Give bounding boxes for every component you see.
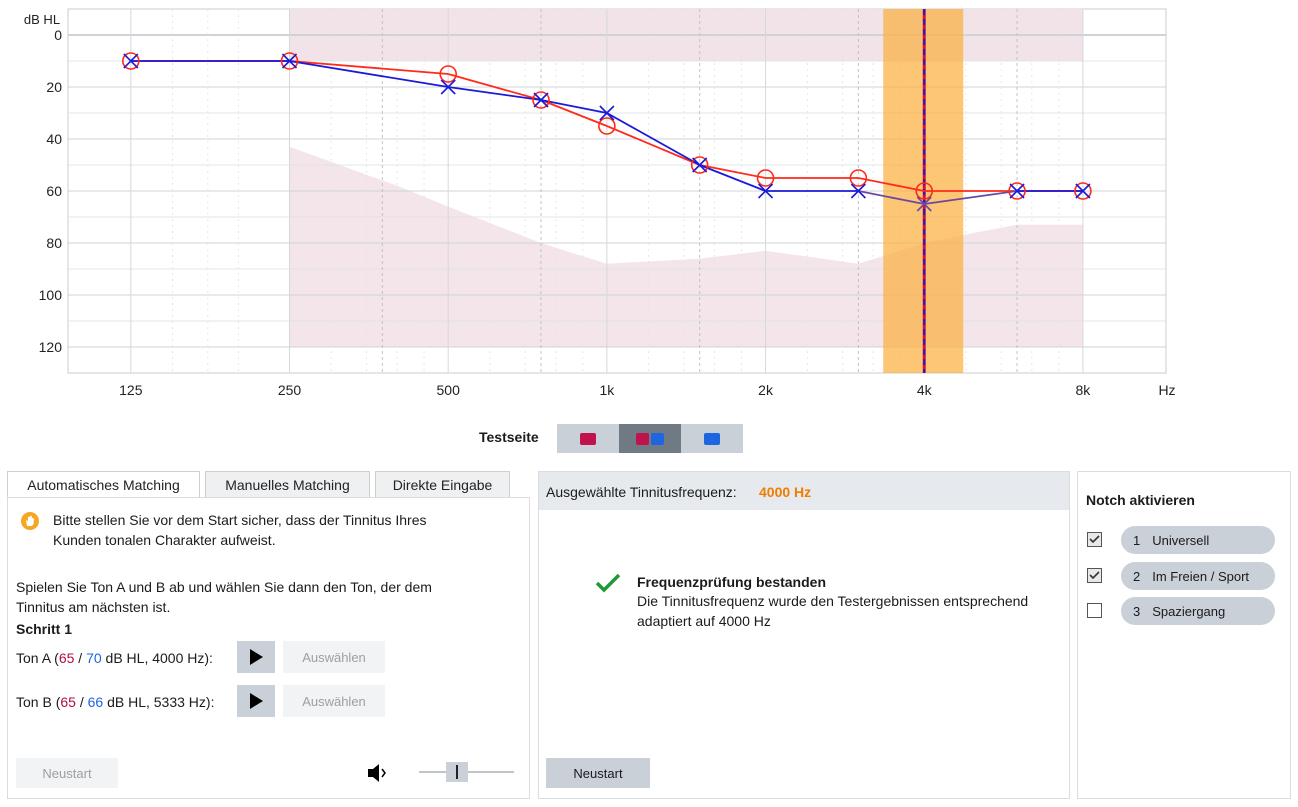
testseite-left-button[interactable] [557,424,619,453]
audiogram-chart[interactable]: dB HL0 20 40 60 80 100 120 125 250 500 1k 2k 4k 8k Hz [0,0,1298,410]
left-ear-point [692,157,708,173]
left-ear-icon [636,432,649,445]
left-ear-point [850,183,866,199]
series-line-segment [540,99,608,114]
y-tick-label: 20 [46,79,62,95]
tinnitus-warning-text: Bitte stellen Sie vor dem Start sicher, … [53,512,427,548]
left-ear-icon [580,432,596,445]
series-line-segment [606,112,701,166]
series-line-segment [699,164,766,179]
series-line-segment [606,125,701,166]
notch-checkbox-2[interactable] [1087,568,1102,583]
left-ear-point [440,79,456,95]
restart-auto-button[interactable]: Neustart [16,758,118,788]
notch-panel [1077,471,1291,799]
x-tick-label: 250 [278,382,302,398]
tab-manuelles-matching[interactable]: Manuelles Matching [205,471,370,498]
x-tick-label: 2k [758,382,774,398]
x-tick-label: 8k [1076,382,1092,398]
series-line-segment [699,164,766,192]
right-ear-point [122,52,140,70]
check-icon [595,572,621,597]
hand-warning-icon [21,512,39,530]
play-ton-b-button[interactable] [237,685,275,717]
series-line-segment [289,60,449,88]
notch-item-spaziergang[interactable]: 3 Spaziergang [1121,597,1275,625]
restart-frequency-button[interactable]: Neustart [546,758,650,788]
frequency-header [539,472,1069,510]
left-ear-point [123,53,139,69]
frequency-value: 4000 Hz [759,484,812,500]
x-unit-label: Hz [1158,382,1175,398]
testseite-label: Testseite [479,429,539,445]
x-tick-label: 500 [437,382,461,398]
frequency-panel [538,471,1070,799]
step-label: Schritt 1 [16,621,73,637]
right-ear-point [439,65,457,83]
y-tick-label: 120 [39,339,63,355]
play-ton-a-button[interactable] [237,641,275,673]
x-tick-label: 4k [917,382,933,398]
left-ear-point [757,183,774,199]
right-ear-point [1074,182,1092,200]
series-line-segment [924,190,1018,205]
left-ear-point [599,105,615,121]
series-line-segment [540,99,608,127]
speaker-icon [367,763,389,786]
right-ear-icon [704,432,720,445]
select-ton-b-button[interactable]: Auswählen [283,685,385,717]
x-tick-label: 1k [599,382,615,398]
notch-checkbox-3[interactable] [1087,603,1102,618]
right-ear-point [1008,182,1026,200]
series-line-segment [448,86,542,101]
y-tick-label: 80 [46,235,62,251]
tab-direkte-eingabe[interactable]: Direkte Eingabe [375,471,510,498]
ton-a-label: Ton A (65 / 70 dB HL, 4000 Hz): [16,650,213,666]
ton-b-label: Ton B (65 / 66 dB HL, 5333 Hz): [16,694,215,710]
right-ear-point [915,182,934,200]
notch-item-universell[interactable]: 1 Universell [1121,526,1275,554]
right-ear-point [532,91,550,109]
y-tick-label: 40 [46,131,62,147]
success-text: Die Tinnitusfrequenz wurde den Testergeb… [637,593,1029,629]
right-ear-point [756,169,775,187]
y-axis-label: dB HL [24,12,60,27]
tab-automatisches-matching[interactable]: Automatisches Matching [7,471,200,499]
left-ear-point [533,92,549,108]
left-ear-point [281,53,298,69]
right-ear-point [280,52,299,70]
series-line-segment [447,73,542,101]
notch-title: Notch aktivieren [1086,492,1195,508]
left-ear-point [1009,183,1025,199]
instruction-text: Spielen Sie Ton A und B ab und wählen Si… [16,579,432,615]
y-tick-label: 60 [46,183,62,199]
right-ear-point [690,156,709,174]
testseite-both-button[interactable] [619,424,681,453]
select-ton-a-button[interactable]: Auswählen [283,641,385,673]
series-line-segment [289,60,449,75]
series-line-segment [858,177,925,192]
series-line-segment [858,190,925,205]
right-ear-icon [651,432,664,445]
right-ear-point [849,169,868,187]
frequency-label: Ausgewählte Tinnitusfrequenz: [546,484,737,500]
y-tick-label: 0 [54,27,62,43]
testseite-right-button[interactable] [681,424,743,453]
x-tick-label: 125 [119,382,143,398]
notch-checkbox-1[interactable] [1087,532,1102,547]
left-ear-point [916,196,932,212]
volume-slider-thumb[interactable] [446,762,468,782]
right-ear-point [598,117,616,135]
y-tick-label: 100 [39,287,63,303]
left-ear-point [1075,183,1091,199]
success-title: Frequenzprüfung bestanden [637,574,826,590]
notch-item-im-freien-sport[interactable]: 2 Im Freien / Sport [1121,562,1275,590]
